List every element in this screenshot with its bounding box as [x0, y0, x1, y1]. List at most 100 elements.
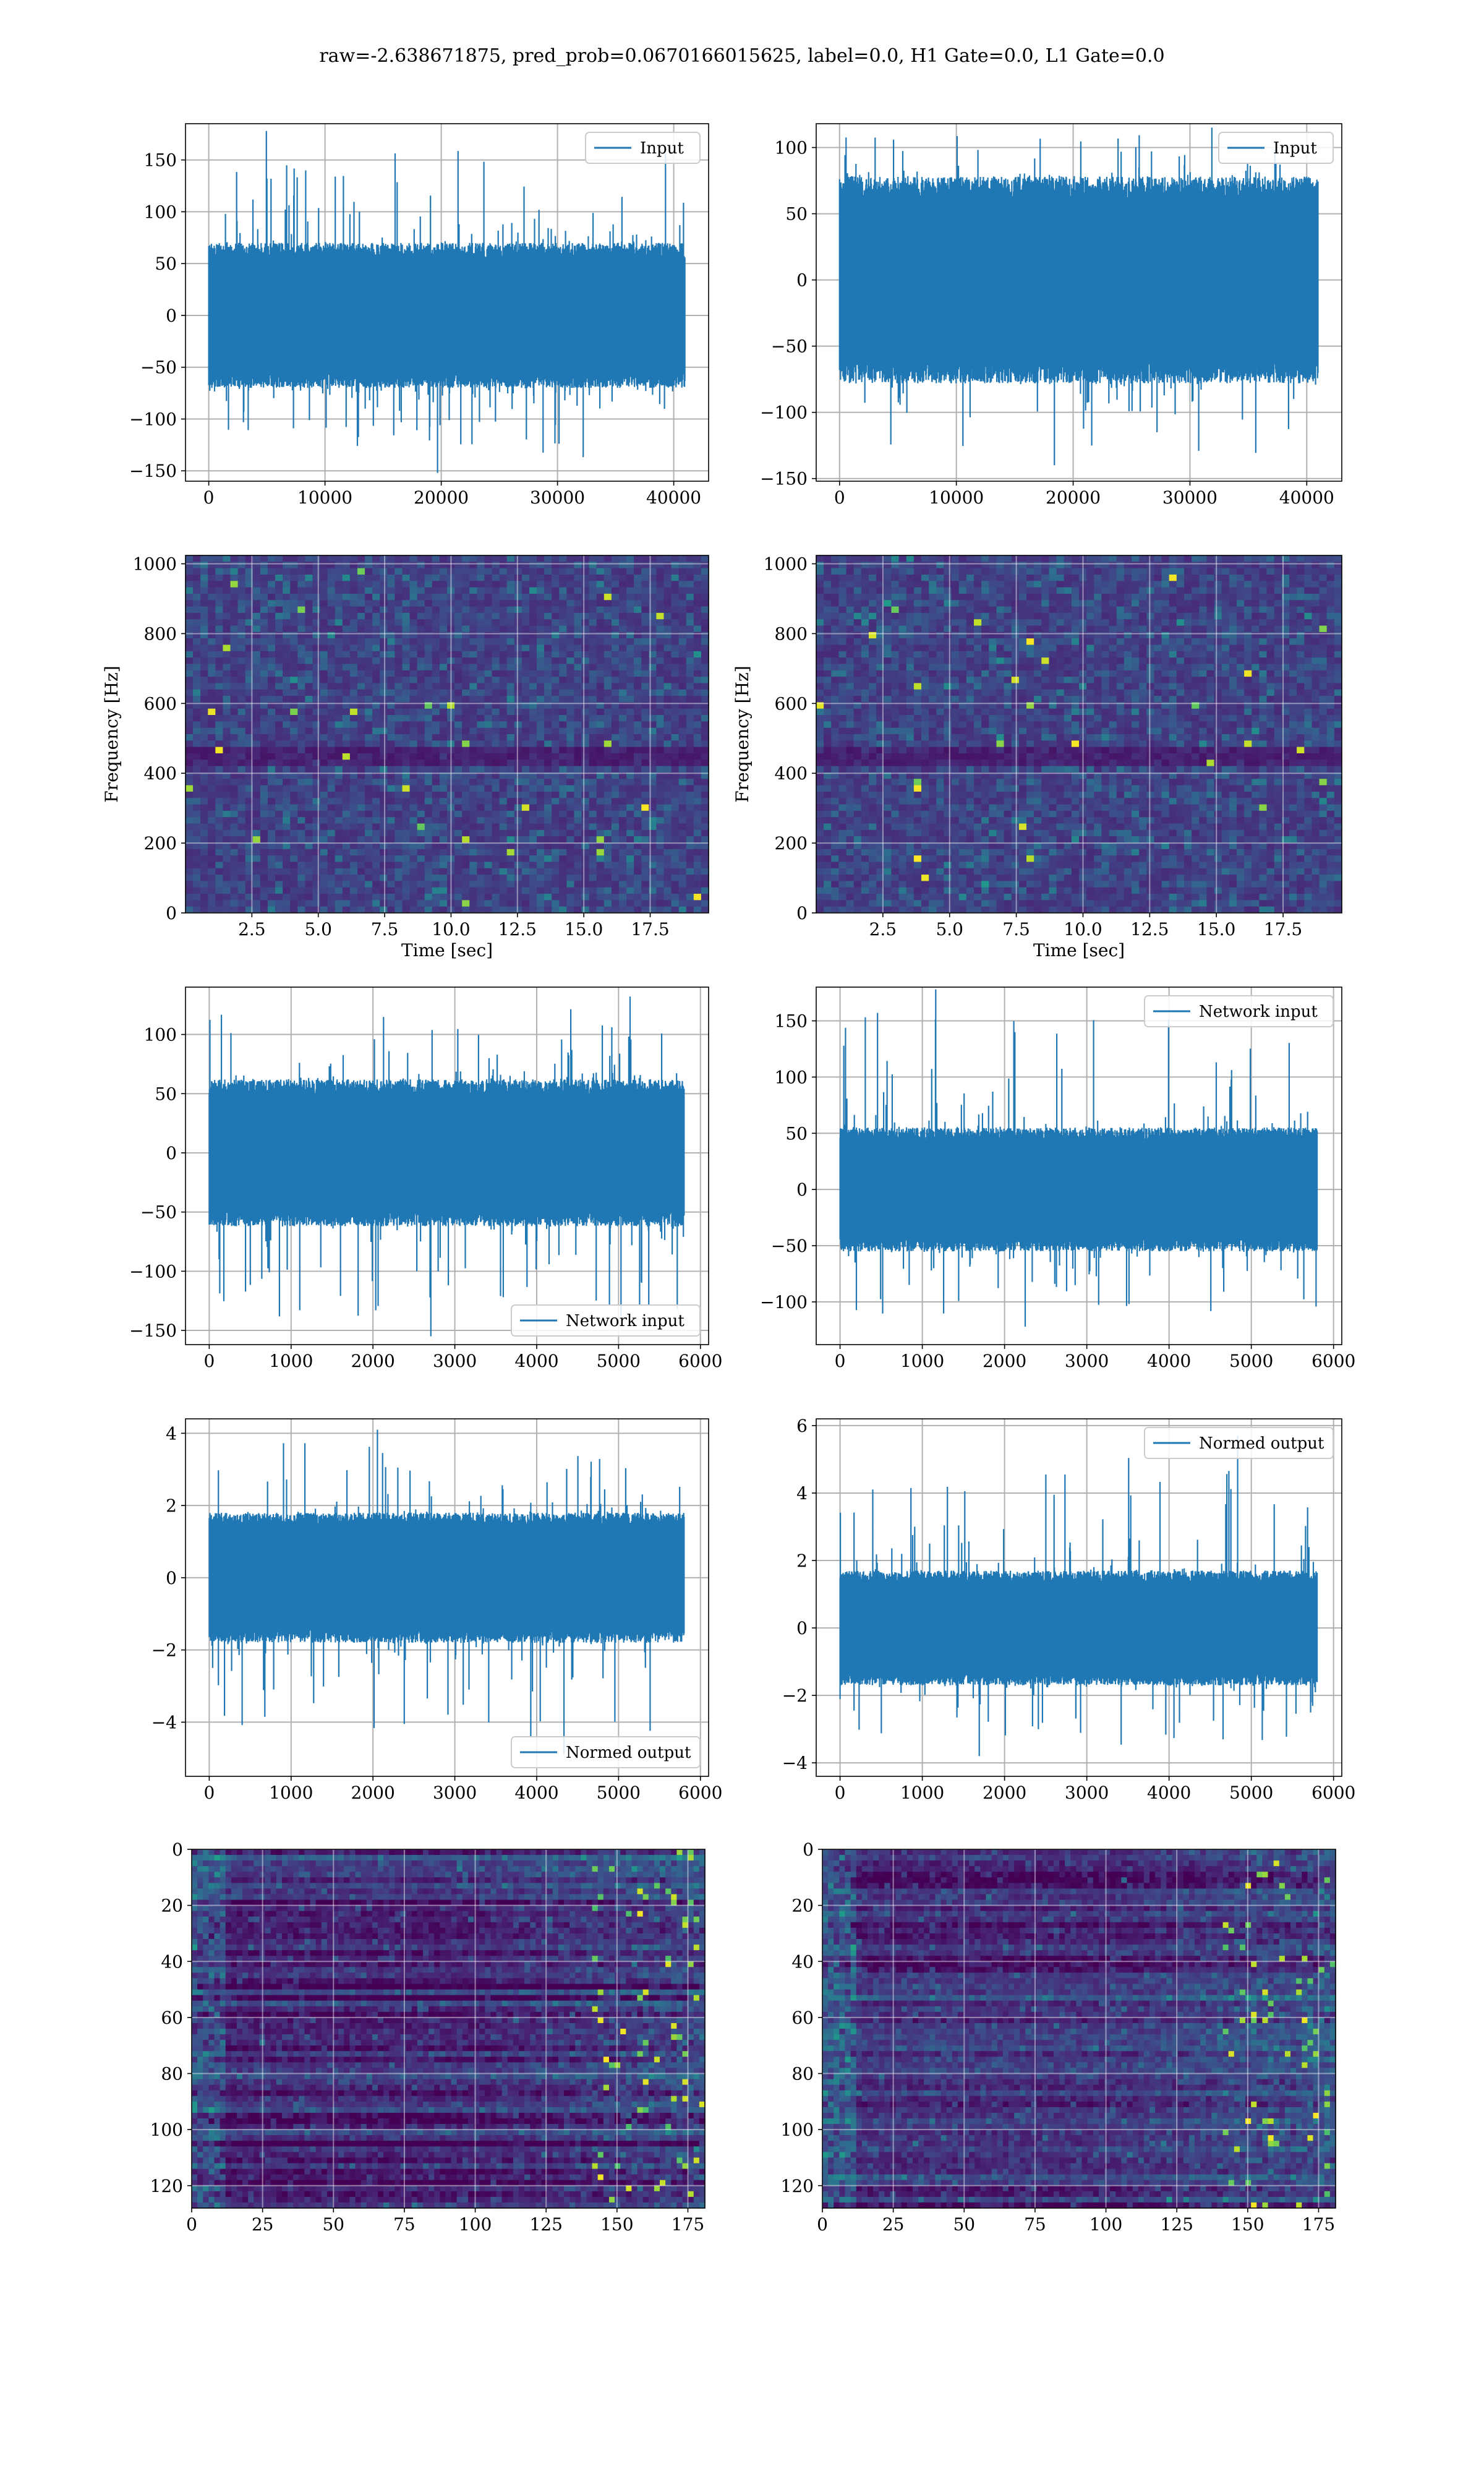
legend: Network input — [511, 1304, 701, 1337]
series-line — [208, 131, 686, 473]
y-tick-label: 80 — [161, 2064, 183, 2084]
y-tick-label: 60 — [791, 2008, 814, 2028]
series-line — [208, 996, 685, 1337]
series-line — [208, 1429, 685, 1755]
y-tick-label: −150 — [760, 469, 808, 489]
y-tick-label: −100 — [760, 403, 808, 423]
legend-label: Input — [640, 139, 684, 158]
y-tick-label: −100 — [129, 1261, 177, 1282]
y-tick-label: 100 — [150, 2120, 183, 2140]
axes-frame — [191, 1849, 706, 2209]
x-axis-label: Time [sec] — [401, 940, 493, 961]
x-tick-label: 125 — [529, 2214, 562, 2235]
legend-box — [1144, 995, 1334, 1027]
heatmap-cells — [192, 1849, 706, 2209]
x-tick-label: 12.5 — [1130, 919, 1169, 940]
x-tick-label: 0 — [835, 1783, 846, 1803]
x-tick-label: 2000 — [983, 1351, 1026, 1371]
x-tick-label: 175 — [672, 2214, 704, 2235]
y-tick-label: 0 — [166, 1143, 177, 1163]
x-tick-label: 3000 — [433, 1351, 477, 1371]
x-tick-label: 1000 — [269, 1783, 313, 1803]
y-axis-label: Frequency [Hz] — [101, 666, 122, 802]
legend: Normed output — [511, 1736, 701, 1768]
x-tick-label: 100 — [1090, 2214, 1122, 2235]
y-tick-label: 200 — [144, 833, 177, 854]
y-tick-label: 60 — [161, 2008, 183, 2028]
axes-frame — [185, 987, 709, 1345]
x-tick-label: 2.5 — [869, 919, 897, 940]
x-tick-label: 5000 — [1229, 1351, 1273, 1371]
x-tick-label: 0 — [834, 487, 845, 508]
y-tick-label: 400 — [775, 763, 808, 784]
series-line — [839, 1436, 1318, 1757]
legend: Normed output — [1144, 1427, 1334, 1459]
y-tick-label: 20 — [161, 1896, 183, 1916]
legend-box — [585, 132, 701, 164]
x-tick-label: 75 — [1024, 2214, 1046, 2235]
x-tick-label: 7.5 — [371, 919, 399, 940]
panel-r1c2: 0 10000 20000 30000 40000 −150 −100 −50 0 50 100 In… — [760, 123, 1342, 508]
heatmap-cells — [822, 1849, 1336, 2209]
y-tick-label: 600 — [775, 693, 808, 714]
axes-frame — [185, 123, 709, 482]
x-tick-label: 4000 — [1147, 1351, 1191, 1371]
y-tick-label: 600 — [144, 693, 177, 714]
x-tick-label: 2000 — [351, 1351, 395, 1371]
y-tick-label: 1000 — [764, 554, 808, 575]
x-tick-label: 3000 — [1065, 1783, 1109, 1803]
panel-r3c2: 0 1000 2000 3000 4000 5000 6000 −100 −50 0 50 100 15… — [760, 987, 1355, 1371]
y-tick-label: −50 — [140, 357, 177, 378]
x-tick-label: 30000 — [1162, 487, 1217, 508]
axes-frame — [816, 123, 1342, 482]
panel-r5c1: 0 25 50 75 100 125 150 175 0 20 40 60 80 100 120 — [150, 1839, 706, 2235]
x-tick-label: 40000 — [1279, 487, 1334, 508]
series-line — [839, 989, 1318, 1327]
x-tick-label: 4000 — [514, 1351, 558, 1371]
x-tick-label: 30000 — [530, 487, 585, 508]
y-tick-label: 0 — [166, 903, 177, 923]
y-tick-label: 4 — [166, 1423, 177, 1444]
y-tick-label: 0 — [796, 1179, 808, 1200]
x-tick-label: 4000 — [1147, 1783, 1191, 1803]
y-tick-label: 100 — [775, 138, 808, 158]
x-tick-label: 15.0 — [1197, 919, 1235, 940]
x-tick-label: 0 — [203, 1351, 215, 1371]
legend-box — [1144, 1427, 1334, 1459]
x-tick-label: 10000 — [929, 487, 984, 508]
panel-r4c2: 0 1000 2000 3000 4000 5000 6000 −4 −2 0 2 4 6 Normed … — [782, 1416, 1356, 1803]
legend-box — [511, 1736, 701, 1768]
x-tick-label: 0 — [835, 1351, 846, 1371]
y-tick-label: 0 — [166, 1568, 177, 1588]
y-tick-label: 6 — [796, 1416, 808, 1436]
y-tick-label: 120 — [150, 2176, 183, 2196]
y-tick-label: −2 — [151, 1640, 177, 1661]
y-axis-label: Frequency [Hz] — [732, 666, 753, 802]
axes-frame — [185, 1418, 709, 1777]
series-line — [838, 127, 1319, 466]
x-tick-label: 3000 — [433, 1783, 477, 1803]
y-tick-label: −100 — [760, 1292, 808, 1312]
y-tick-label: 2 — [796, 1551, 808, 1571]
y-tick-label: 20 — [791, 1896, 814, 1916]
x-tick-label: 3000 — [1065, 1351, 1109, 1371]
y-tick-label: 40 — [791, 1951, 814, 1972]
y-tick-label: 800 — [775, 623, 808, 644]
x-tick-label: 5000 — [597, 1783, 641, 1803]
x-tick-label: 150 — [600, 2214, 633, 2235]
x-tick-label: 1000 — [900, 1783, 944, 1803]
y-tick-label: 0 — [166, 306, 177, 326]
x-tick-label: 1000 — [269, 1351, 313, 1371]
y-tick-label: 100 — [144, 1025, 177, 1045]
legend: Network input — [1144, 995, 1334, 1027]
panel-r4c1: 0 1000 2000 3000 4000 5000 6000 −4 −2 0 2 4 Normed o… — [151, 1418, 722, 1803]
y-tick-label: 400 — [144, 763, 177, 784]
x-tick-label: 15.0 — [565, 919, 603, 940]
x-tick-label: 10.0 — [1064, 919, 1102, 940]
x-axis-label: Time [sec] — [1033, 940, 1125, 961]
y-tick-label: −4 — [151, 1712, 177, 1732]
y-tick-label: 50 — [785, 1123, 808, 1144]
legend-label: Network input — [1199, 1003, 1318, 1021]
y-tick-label: 80 — [791, 2064, 814, 2084]
